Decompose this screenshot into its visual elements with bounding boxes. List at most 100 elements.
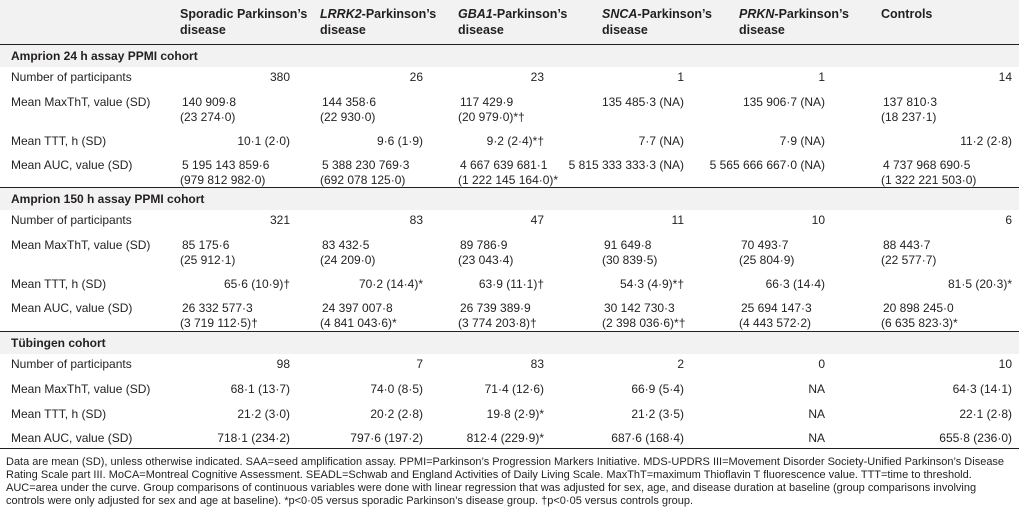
table-cell: 4 667 639 681·1 (1 222 145 164·0)* bbox=[458, 158, 558, 188]
cell-value: 135 485·3 (NA) bbox=[601, 95, 684, 109]
cell-sd: (23 274·0) bbox=[180, 110, 236, 124]
section-title: Amprion 24 h assay PPMI cohort bbox=[11, 49, 198, 63]
table-cell: 321 bbox=[120, 213, 290, 228]
table-cell: 718·1 (234·2) bbox=[120, 431, 290, 446]
cell-sd: (692 078 125·0) bbox=[320, 173, 406, 187]
cell-value: 0 bbox=[818, 357, 825, 371]
cell-value: 30 142 730·3 bbox=[604, 301, 675, 315]
table-cell: 144 358·6 (22 930·0) bbox=[320, 95, 376, 125]
cell-value: 117 429·9 bbox=[460, 95, 514, 109]
cell-value: 6 bbox=[1005, 213, 1012, 227]
table-cell: 83 bbox=[374, 357, 544, 372]
cell-value: 1 bbox=[677, 70, 684, 84]
table-cell: 63·9 (11·1)† bbox=[374, 277, 544, 292]
column-header-5: PRKN-Parkinson’s disease bbox=[739, 6, 869, 38]
row-label: Number of participants bbox=[11, 70, 132, 84]
table-cell: 23 bbox=[374, 70, 544, 85]
cell-value: 26 bbox=[409, 70, 423, 84]
table-cell: 24 397 007·8 (4 841 043·6)* bbox=[320, 301, 397, 331]
cell-value: 89 786·9 bbox=[460, 238, 508, 252]
cell-value: 5 388 230 769·3 bbox=[322, 158, 410, 172]
table-cell: 81·5 (20·3)* bbox=[842, 277, 1012, 292]
cell-value: 812·4 (229·9)* bbox=[466, 431, 544, 445]
table-cell: 70·2 (14·4)* bbox=[253, 277, 423, 292]
section-header: Amprion 24 h assay PPMI cohort bbox=[0, 44, 1019, 67]
cell-value: 687·6 (168·4) bbox=[611, 431, 684, 445]
table-cell: 65·6 (10·9)† bbox=[120, 277, 290, 292]
cell-value: 22·1 (2·8) bbox=[959, 407, 1012, 421]
table-cell: 7·7 (NA) bbox=[514, 134, 684, 149]
row-label: Mean MaxThT, value (SD) bbox=[11, 382, 151, 396]
cell-value: 74·0 (8·5) bbox=[370, 382, 423, 396]
cell-value: 718·1 (234·2) bbox=[217, 431, 290, 445]
column-header-gene: PRKN bbox=[739, 7, 775, 21]
table-cell: 26 332 577·3 (3 719 112·5)† bbox=[180, 301, 258, 331]
column-header-text: Sporadic Parkinson’s disease bbox=[180, 7, 308, 37]
column-header-gene: GBA1 bbox=[458, 7, 493, 21]
cell-value: 380 bbox=[269, 70, 290, 84]
cell-value: 137 810·3 bbox=[883, 95, 938, 109]
table-cell: 5 388 230 769·3 (692 078 125·0) bbox=[320, 158, 409, 188]
cell-value: 4 737 968 690·5 bbox=[883, 158, 971, 172]
cell-sd: (22 577·7) bbox=[881, 253, 937, 267]
table-header: Sporadic Parkinson’s disease LRRK2-Parkin… bbox=[0, 0, 1019, 44]
cell-value: 9·2 (2·4)*† bbox=[486, 134, 544, 148]
column-header-gene: SNCA bbox=[602, 7, 638, 21]
table-cell: 1 bbox=[514, 70, 684, 85]
table-cell: 66·9 (5·4) bbox=[514, 382, 684, 397]
cell-sd: (2 398 036·6)*† bbox=[602, 316, 686, 330]
table-cell: 25 694 147·3 (4 443 572·2) bbox=[739, 301, 812, 331]
cell-value: 88 443·7 bbox=[883, 238, 931, 252]
table-cell: 74·0 (8·5) bbox=[253, 382, 423, 397]
row-label: Mean TTT, h (SD) bbox=[11, 134, 107, 148]
table-cell: 6 bbox=[842, 213, 1012, 228]
cell-sd: (6 635 823·3)* bbox=[881, 316, 958, 330]
cell-sd: (4 841 043·6)* bbox=[320, 316, 397, 330]
cell-value: 83 432·5 bbox=[322, 238, 370, 252]
column-header-text: -Parkinson’s disease bbox=[458, 7, 568, 37]
cell-sd: (22 930·0) bbox=[320, 110, 376, 124]
table-cell: 54·3 (4·9)*† bbox=[514, 277, 684, 292]
cell-value: 1 bbox=[818, 70, 825, 84]
cell-value: 10·1 (2·0) bbox=[237, 134, 290, 148]
row-label: Mean MaxThT, value (SD) bbox=[11, 95, 151, 109]
cell-value: 10 bbox=[811, 213, 825, 227]
cell-value: 7 bbox=[416, 357, 423, 371]
column-header-text: -Parkinson’s disease bbox=[602, 7, 712, 37]
table-cell: 797·6 (197·2) bbox=[253, 431, 423, 446]
table-cell: 10·1 (2·0) bbox=[120, 134, 290, 149]
table-cell: 19·8 (2·9)* bbox=[374, 407, 544, 422]
cell-value: 25 694 147·3 bbox=[741, 301, 812, 315]
table-cell: 98 bbox=[120, 357, 290, 372]
table-cell: 11·2 (2·8) bbox=[842, 134, 1012, 149]
cell-value: 98 bbox=[276, 357, 290, 371]
cell-value: 655·8 (236·0) bbox=[939, 431, 1012, 445]
table-cell: 2 bbox=[514, 357, 684, 372]
column-header-2: LRRK2-Parkinson’s disease bbox=[320, 6, 450, 38]
table-cell: 5 565 666 667·0 (NA) bbox=[655, 158, 825, 173]
cell-value: 83 bbox=[530, 357, 544, 371]
cell-value: 11·2 (2·8) bbox=[960, 134, 1012, 148]
cell-value: 5 815 333 333·3 (NA) bbox=[568, 158, 684, 172]
cell-value: 14 bbox=[998, 70, 1012, 84]
cell-value: 140 909·8 bbox=[182, 95, 237, 109]
cell-sd: (30 839·5) bbox=[602, 253, 658, 267]
table-cell: 47 bbox=[374, 213, 544, 228]
table-cell: 140 909·8 (23 274·0) bbox=[180, 95, 236, 125]
cell-value: 7·9 (NA) bbox=[779, 134, 825, 148]
cell-sd: (18 237·1) bbox=[881, 110, 937, 124]
cell-value: 9·6 (1·9) bbox=[376, 134, 423, 148]
cell-sd: (20 979·0)*† bbox=[458, 110, 525, 124]
table-cell: 91 649·8 (30 839·5) bbox=[602, 238, 657, 268]
cell-value: 20 898 245·0 bbox=[883, 301, 954, 315]
table-cell: 83 432·5 (24 209·0) bbox=[320, 238, 375, 268]
cell-value: 19·8 (2·9)* bbox=[486, 407, 544, 421]
cell-value: NA bbox=[808, 382, 825, 396]
table-cell: 20 898 245·0 (6 635 823·3)* bbox=[881, 301, 958, 331]
table-cell: 89 786·9 (23 043·4) bbox=[458, 238, 513, 268]
cell-value: 47 bbox=[530, 213, 544, 227]
row-label: Mean AUC, value (SD) bbox=[11, 301, 133, 315]
table-cell: 812·4 (229·9)* bbox=[374, 431, 544, 446]
cell-value: 4 667 639 681·1 bbox=[460, 158, 548, 172]
cell-value: 321 bbox=[269, 213, 290, 227]
